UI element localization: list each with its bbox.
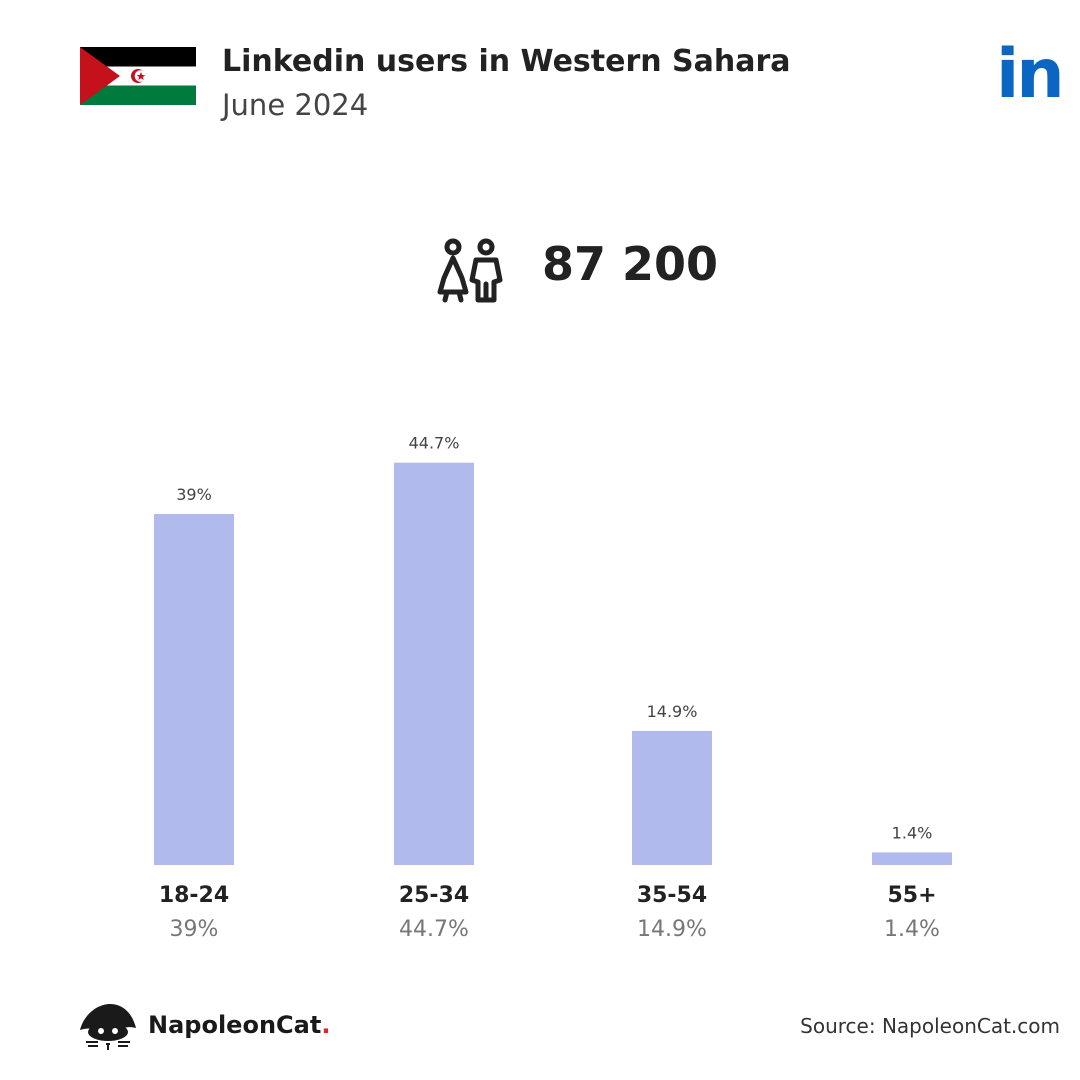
bar-value-label-18-24: 39% xyxy=(176,485,212,504)
linkedin-logo-text: in xyxy=(996,35,1065,114)
source-credit: Source: NapoleonCat.com xyxy=(800,1014,1060,1038)
bar-25-34 xyxy=(394,462,474,865)
bar-55+ xyxy=(872,852,952,865)
category-label-25-34: 25-34 xyxy=(398,883,470,908)
napoleoncat-logo-icon xyxy=(80,1004,136,1050)
bar-35-54 xyxy=(632,730,712,865)
category-label-18-24: 18-24 xyxy=(158,883,230,908)
brand-dot: . xyxy=(321,1011,331,1039)
napoleoncat-brand-name: NapoleonCat. xyxy=(148,1011,330,1039)
linkedin-logo: in xyxy=(996,41,1065,109)
bar-18-24 xyxy=(154,514,234,865)
category-value-25-34: 44.7% xyxy=(399,917,469,942)
bar-value-label-35-54: 14.9% xyxy=(647,702,698,721)
total-users-value: 87 200 xyxy=(542,237,719,291)
category-value-35-54: 14.9% xyxy=(637,917,707,942)
age-bar-chart: 39% 44.7% 14.9% 1.4% xyxy=(154,434,952,865)
page-subtitle: June 2024 xyxy=(222,88,369,122)
western-sahara-flag-icon xyxy=(80,47,196,105)
bar-value-label-25-34: 44.7% xyxy=(409,434,460,453)
category-value-18-24: 39% xyxy=(169,917,219,942)
category-value-55+: 1.4% xyxy=(884,917,940,942)
brand-name-text: NapoleonCat xyxy=(148,1011,322,1039)
bar-value-label-55+: 1.4% xyxy=(892,823,933,842)
category-label-55+: 55+ xyxy=(887,883,937,908)
chart-svg: 39% 44.7% 14.9% 1.4% xyxy=(154,434,952,865)
page-title: Linkedin users in Western Sahara xyxy=(222,44,791,79)
category-label-35-54: 35-54 xyxy=(636,883,708,908)
people-icon xyxy=(437,238,503,303)
